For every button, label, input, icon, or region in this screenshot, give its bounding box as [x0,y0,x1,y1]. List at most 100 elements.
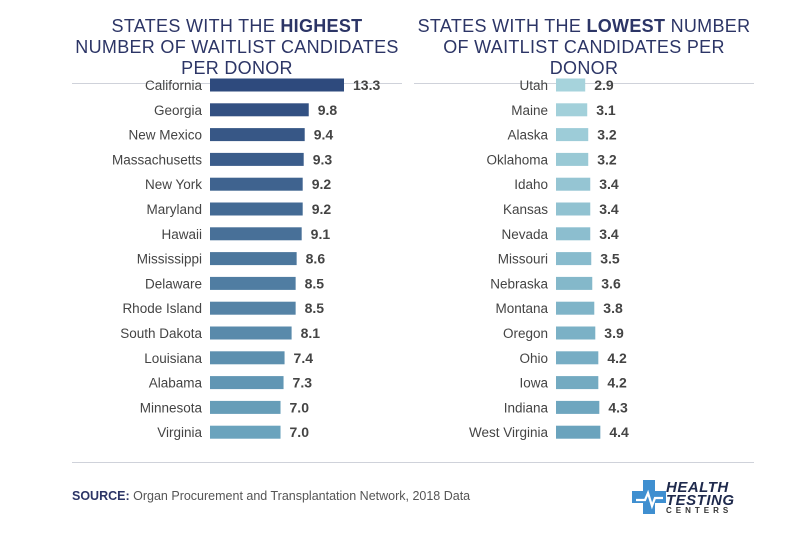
bar [556,425,601,439]
lowest-panel: States with the lowest number of waitlis… [414,0,754,440]
source-label: SOURCE: [72,489,130,503]
value-label: 3.9 [604,325,624,341]
bar [210,301,296,315]
medical-cross-icon [632,480,666,514]
lowest-bar-chart-svg: Utah 2.9 Maine 3.1 Alaska 3.2 Oklahoma 3.2 Idaho… [469,77,629,440]
logo-line-2: TESTING [666,492,735,509]
category-label: Iowa [519,376,548,391]
logo-line-1: HEALTH [666,479,729,496]
value-label: 13.3 [353,77,380,93]
bar [210,351,285,365]
value-label: 3.4 [599,226,619,242]
bar [210,78,344,92]
category-label: New Mexico [128,128,202,143]
bar [556,103,588,117]
category-label: Louisiana [144,351,202,366]
bar [210,128,305,142]
category-label: Kansas [503,202,548,217]
bar [556,326,596,340]
value-label: 7.0 [290,424,310,440]
category-label: Ohio [519,351,548,366]
value-label: 9.8 [318,102,338,118]
highest-panel: States with the highest number of waitli… [72,0,402,440]
category-label: Indiana [504,400,549,415]
value-label: 9.2 [312,176,332,192]
bar [210,425,281,439]
value-label: 8.5 [305,275,325,291]
category-label: Delaware [145,276,202,291]
bar [210,103,309,117]
bar [556,376,599,390]
bar [556,252,592,266]
bar [556,351,599,365]
value-label: 7.3 [293,375,313,391]
category-label: Nevada [501,227,548,242]
category-label: Idaho [514,177,548,192]
category-label: Oklahoma [486,152,548,167]
category-label: California [145,78,203,93]
lowest-bar-chart: Utah 2.9 Maine 3.1 Alaska 3.2 Oklahoma 3.2 Idaho… [414,68,754,448]
value-label: 9.2 [312,201,332,217]
bar [556,227,591,241]
value-label: 4.4 [609,424,629,440]
category-label: Oregon [503,326,548,341]
bar [210,252,297,266]
source-note: SOURCE: Organ Procurement and Transplant… [72,489,470,503]
category-label: Minnesota [140,400,203,415]
highest-chart-title: States with the highest number of waitli… [72,16,402,79]
source-text: Organ Procurement and Transplantation Ne… [133,489,471,503]
value-label: 7.0 [290,399,310,415]
bar [556,202,591,216]
title-highlight: highest [280,16,363,36]
title-prefix: States with the [111,16,276,36]
value-label: 4.3 [608,399,628,415]
value-label: 4.2 [607,375,627,391]
value-label: 9.4 [314,127,334,143]
category-label: Alaska [507,128,548,143]
bar [210,376,284,390]
title-highlight: lowest [586,16,666,36]
category-label: Georgia [154,103,203,118]
category-label: Nebraska [490,276,548,291]
category-label: Rhode Island [122,301,202,316]
bar [556,276,593,290]
value-label: 3.6 [601,275,621,291]
value-label: 3.5 [600,251,620,267]
bar [556,152,589,166]
category-label: Montana [495,301,548,316]
title-prefix: States with the [417,16,582,36]
category-label: Maryland [146,202,202,217]
category-label: New York [145,177,202,192]
bar [210,400,281,414]
highest-bar-chart-svg: California 13.3 Georgia 9.8 New Mexico 9.4 Mas… [112,77,381,440]
category-label: Mississippi [137,252,202,267]
value-label: 2.9 [594,77,614,93]
value-label: 9.1 [311,226,331,242]
category-label: Virginia [157,425,202,440]
bar [210,202,303,216]
value-label: 3.2 [597,127,617,143]
value-label: 7.4 [294,350,314,366]
bar [556,400,600,414]
category-label: Missouri [498,252,548,267]
value-label: 3.2 [597,151,617,167]
value-label: 3.4 [599,176,619,192]
value-label: 9.3 [313,151,333,167]
value-label: 3.1 [596,102,616,118]
category-label: West Virginia [469,425,549,440]
lowest-chart-title: States with the lowest number of waitlis… [414,16,754,79]
bar [556,177,591,191]
value-label: 8.1 [301,325,321,341]
title-suffix: number of waitlist candidates per donor [443,16,751,78]
bar [556,78,586,92]
category-label: Massachusetts [112,152,202,167]
bar [210,326,292,340]
health-testing-centers-logo: HEALTH TESTING CENTERS [630,478,754,516]
title-suffix: number of waitlist candidates per donor [75,37,399,78]
bar [210,177,303,191]
category-label: Alabama [149,376,203,391]
value-label: 3.8 [603,300,623,316]
bar [210,276,296,290]
category-label: Hawaii [161,227,202,242]
footer-divider [72,462,754,463]
